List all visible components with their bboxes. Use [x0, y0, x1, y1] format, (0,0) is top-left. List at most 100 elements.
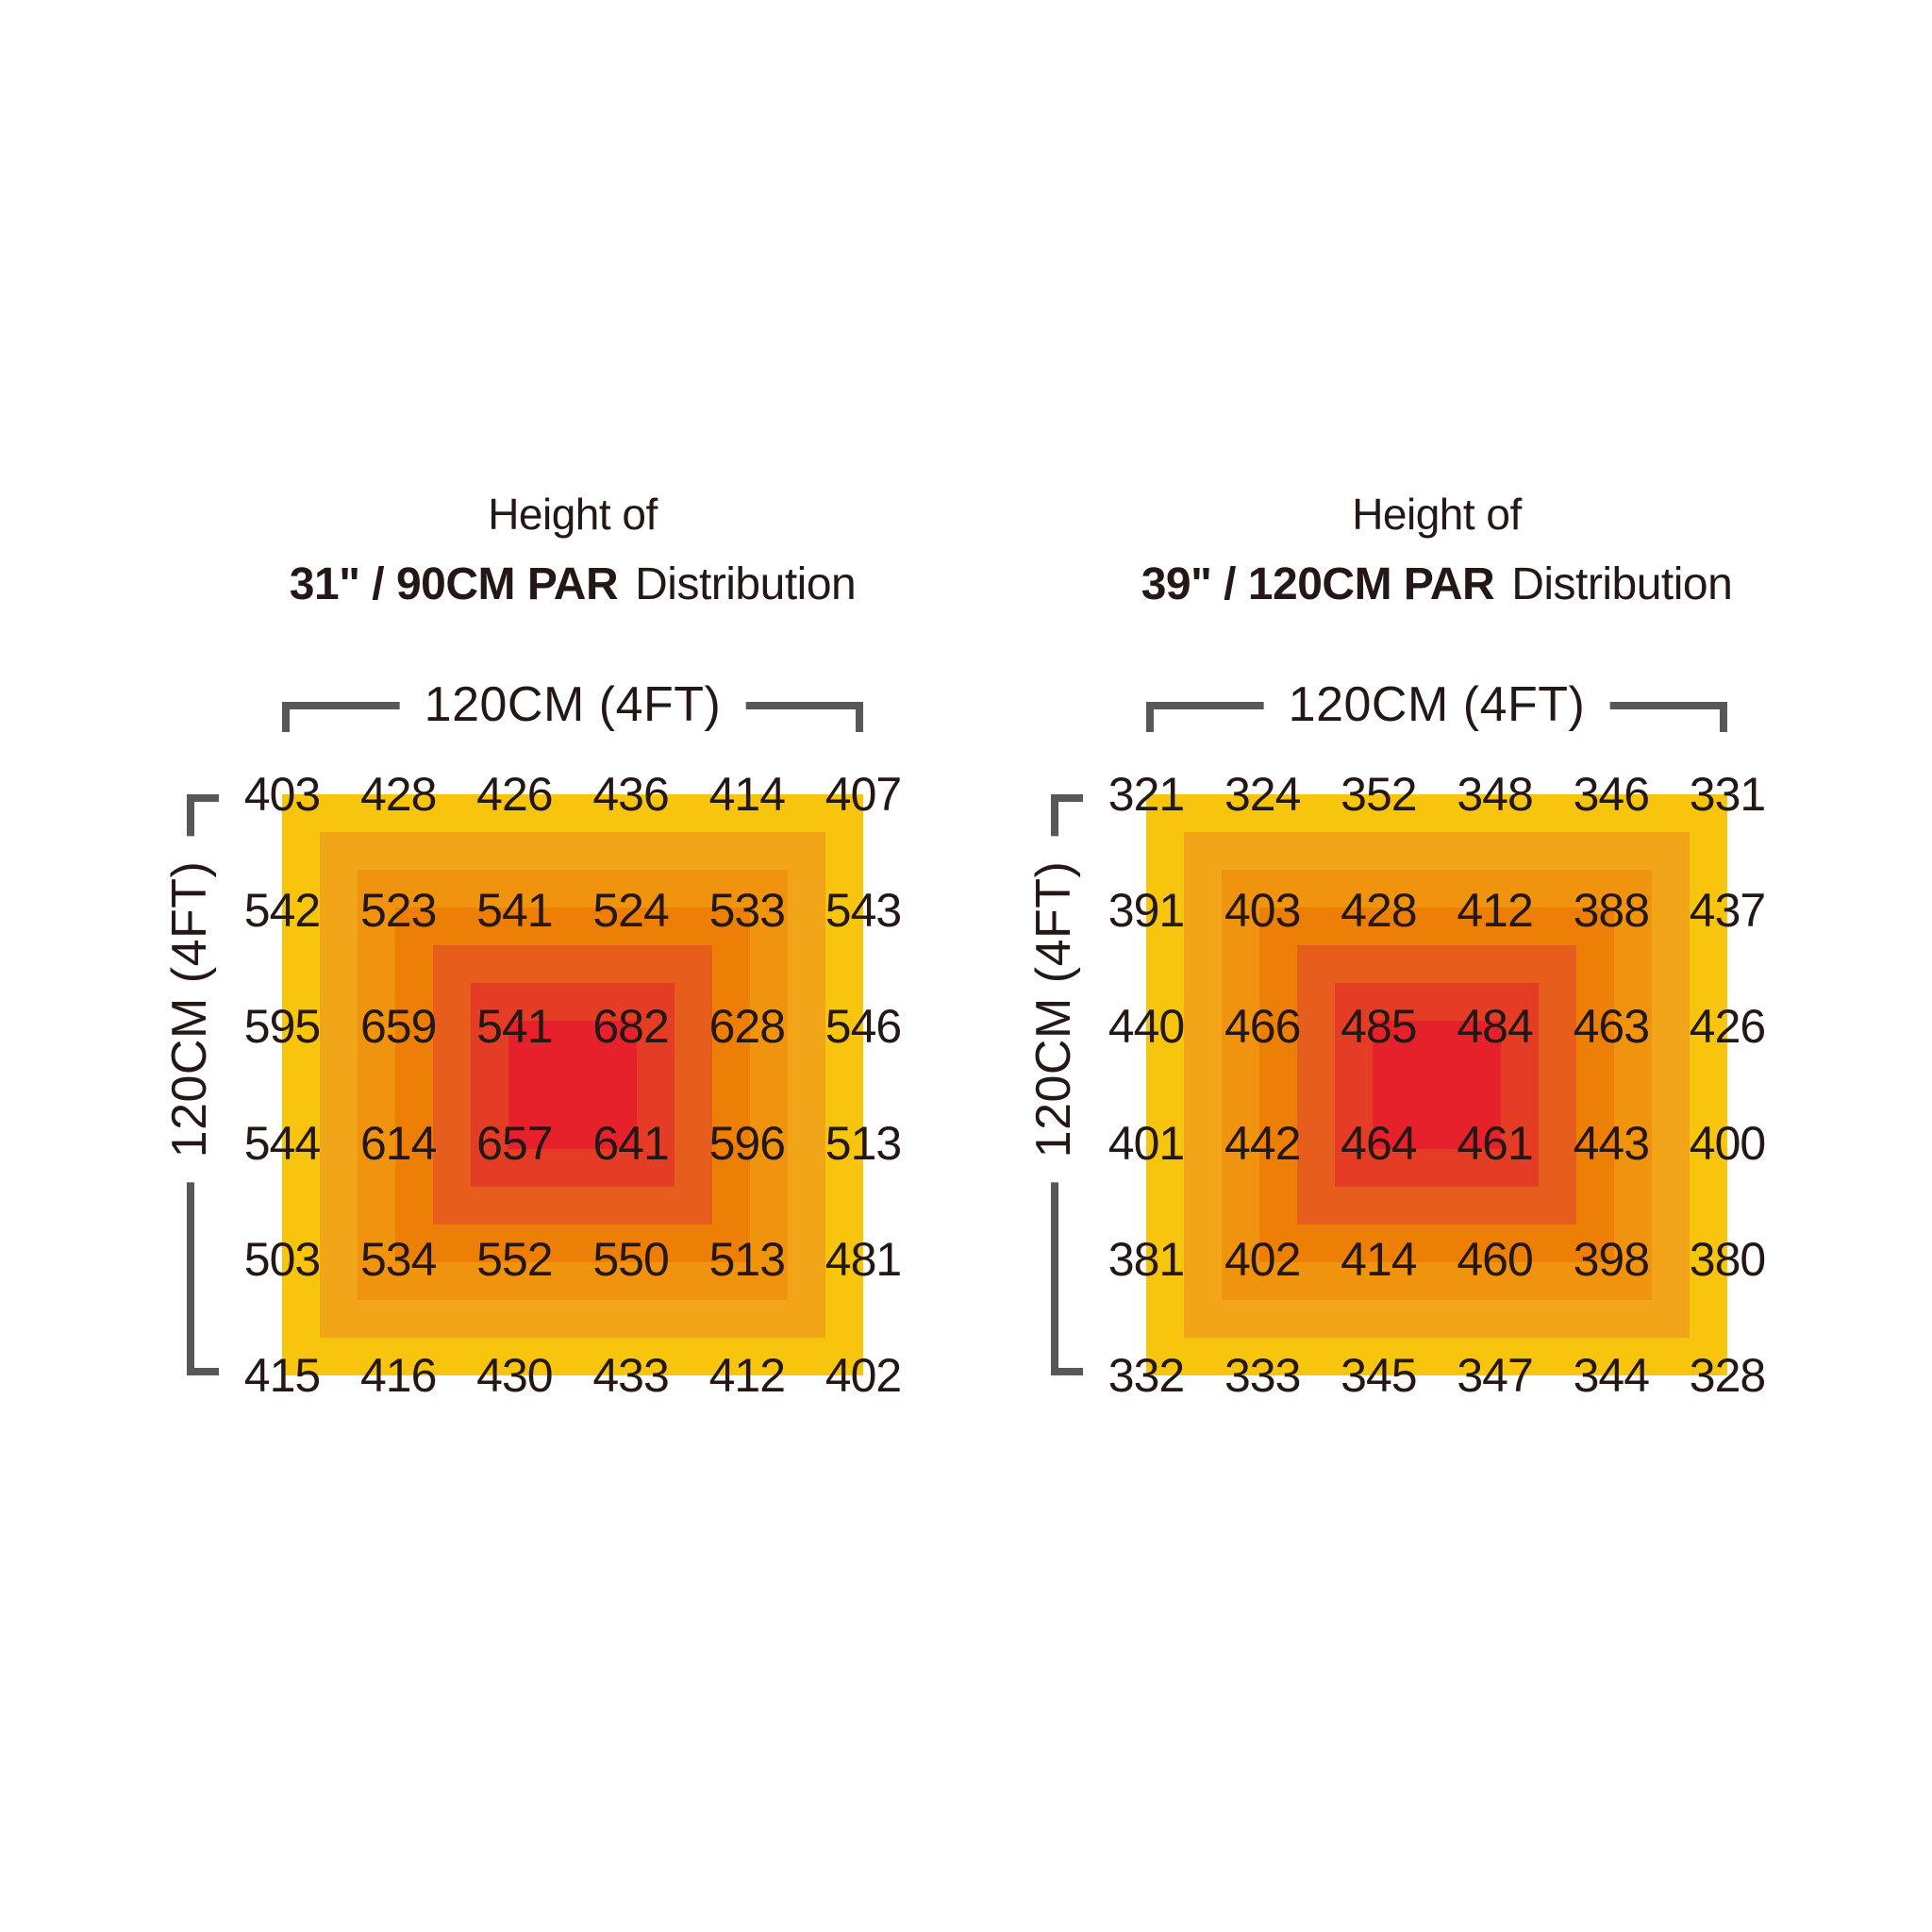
par-value: 659	[359, 1000, 437, 1054]
depth-dimension-label: 120CM (4FT)	[1026, 836, 1083, 1183]
par-value: 550	[592, 1232, 669, 1286]
chart-title-height: 31" / 90CM PAR	[289, 559, 619, 609]
chart-title-suffix: Distribution	[1511, 559, 1733, 609]
par-value: 544	[243, 1116, 321, 1170]
width-dimension-label: 120CM (4FT)	[1263, 677, 1610, 734]
par-value: 513	[824, 1116, 902, 1170]
par-value: 552	[476, 1232, 553, 1286]
par-value: 426	[476, 768, 553, 821]
par-value: 403	[1224, 884, 1301, 938]
par-value: 388	[1573, 884, 1650, 938]
par-value: 403	[243, 768, 321, 821]
par-chart-120cm: Height of 39" / 120CM PAR Distribution 12…	[1026, 492, 1766, 1399]
par-value: 407	[824, 768, 902, 821]
par-value: 513	[708, 1232, 786, 1286]
par-value: 442	[1224, 1116, 1301, 1170]
par-value: 595	[243, 1000, 321, 1054]
width-dimension-bracket: 120CM (4FT)	[282, 677, 863, 734]
par-value: 541	[476, 884, 553, 938]
par-value: 428	[359, 768, 437, 821]
par-value: 426	[1689, 1000, 1766, 1054]
par-value: 503	[243, 1232, 321, 1286]
par-value-grid: 403 428 426 436 414 407 542 523 541 524 533 543 595 6…	[244, 771, 902, 1399]
par-value: 436	[592, 768, 669, 821]
par-value: 641	[592, 1116, 669, 1170]
heatmap-rings	[282, 794, 863, 1375]
par-value: 331	[1689, 768, 1766, 821]
par-value: 333	[1224, 1349, 1301, 1402]
bracket-tick-bottom	[187, 1368, 219, 1375]
chart-title-suffix: Distribution	[635, 559, 857, 609]
chart-title-height: 39" / 120CM PAR	[1141, 559, 1495, 609]
par-value: 398	[1573, 1232, 1650, 1286]
par-value: 533	[708, 884, 786, 938]
par-value: 328	[1689, 1349, 1766, 1402]
par-value: 523	[359, 884, 437, 938]
width-dimension-label: 120CM (4FT)	[399, 677, 746, 734]
par-value: 541	[476, 1000, 553, 1054]
par-value: 437	[1689, 884, 1766, 938]
chart-title: Height of 39" / 120CM PAR Distribution	[1078, 492, 1795, 608]
par-value: 614	[359, 1116, 437, 1170]
chart-title-line2: 39" / 120CM PAR Distribution	[1078, 562, 1795, 608]
par-value: 391	[1108, 884, 1185, 938]
par-value: 401	[1108, 1116, 1185, 1170]
par-value: 346	[1573, 768, 1650, 821]
bracket-tick-left	[1146, 702, 1154, 732]
bracket-tick-bottom	[1051, 1368, 1083, 1375]
par-value: 543	[824, 884, 902, 938]
par-value: 440	[1108, 1000, 1185, 1054]
par-value: 381	[1108, 1232, 1185, 1286]
par-value: 542	[243, 884, 321, 938]
bracket-tick-top	[187, 794, 219, 802]
width-dimension-bracket: 120CM (4FT)	[1146, 677, 1727, 734]
par-value: 596	[708, 1116, 786, 1170]
par-value: 412	[708, 1349, 786, 1402]
par-value: 332	[1108, 1349, 1185, 1402]
par-value: 481	[824, 1232, 902, 1286]
par-value: 428	[1341, 884, 1417, 938]
bracket-tick-top	[1051, 794, 1083, 802]
par-value: 628	[708, 1000, 786, 1054]
par-value: 534	[359, 1232, 437, 1286]
par-value: 461	[1457, 1116, 1533, 1170]
par-value: 682	[592, 1000, 669, 1054]
par-value: 464	[1341, 1116, 1417, 1170]
par-value: 402	[1224, 1232, 1301, 1286]
heat-level-7	[508, 1021, 637, 1149]
par-value: 324	[1224, 768, 1301, 821]
par-value: 347	[1457, 1349, 1533, 1402]
heat-level-7	[1373, 1021, 1501, 1149]
par-value: 414	[1341, 1232, 1417, 1286]
par-value: 415	[243, 1349, 321, 1402]
par-value: 414	[708, 768, 786, 821]
par-value: 348	[1457, 768, 1533, 821]
par-value: 430	[476, 1349, 553, 1402]
chart-title-line2: 31" / 90CM PAR Distribution	[214, 562, 931, 608]
par-value: 466	[1224, 1000, 1301, 1054]
heatmap-rings	[1146, 794, 1727, 1375]
par-value: 463	[1573, 1000, 1650, 1054]
par-value: 546	[824, 1000, 902, 1054]
par-value: 321	[1108, 768, 1185, 821]
par-value: 402	[824, 1349, 902, 1402]
depth-dimension-bracket: 120CM (4FT)	[1026, 794, 1092, 1375]
par-value: 345	[1341, 1349, 1417, 1402]
par-value: 485	[1341, 1000, 1417, 1054]
depth-dimension-label: 120CM (4FT)	[162, 836, 219, 1183]
par-value: 416	[359, 1349, 437, 1402]
par-value: 484	[1457, 1000, 1533, 1054]
par-value: 443	[1573, 1116, 1650, 1170]
depth-dimension-bracket: 120CM (4FT)	[162, 794, 228, 1375]
par-value: 524	[592, 884, 669, 938]
par-value: 412	[1457, 884, 1533, 938]
bracket-tick-right	[1720, 702, 1727, 732]
chart-title-line1: Height of	[1352, 490, 1522, 539]
par-value: 400	[1689, 1116, 1766, 1170]
par-value-grid: 321 324 352 348 346 331 391 403 428 412 388 437 440 4…	[1108, 771, 1766, 1399]
bracket-tick-left	[282, 702, 290, 732]
par-value: 380	[1689, 1232, 1766, 1286]
chart-title: Height of 31" / 90CM PAR Distribution	[214, 492, 931, 608]
par-chart-90cm: Height of 31" / 90CM PAR Distribution 120…	[162, 492, 902, 1399]
